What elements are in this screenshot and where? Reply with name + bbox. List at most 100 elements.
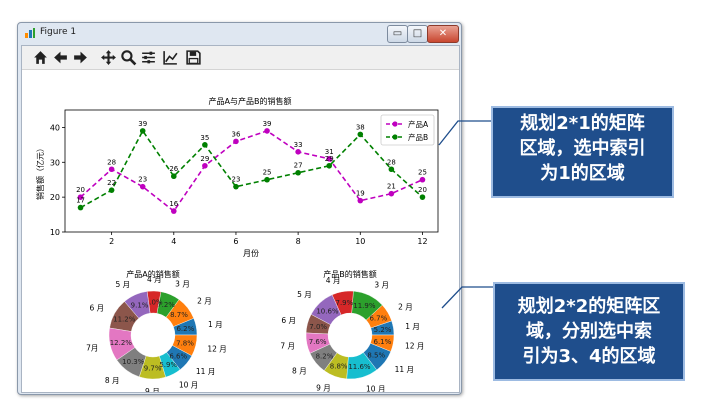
- data-label: 22: [107, 179, 116, 187]
- data-label: 31: [325, 148, 334, 156]
- data-point: [108, 166, 115, 173]
- wedge-percent-label: 10.6%: [316, 307, 339, 315]
- wedge-percent-label: 11.6%: [348, 363, 371, 371]
- wedge-percent-label: 9.1%: [131, 301, 149, 309]
- data-point: [419, 194, 426, 200]
- wedge-month-label: 8 月: [105, 376, 120, 385]
- zoom-icon[interactable]: [120, 49, 137, 66]
- series-line-a: [80, 130, 423, 213]
- wedge-percent-label: 10.3%: [122, 358, 145, 366]
- data-label: 20: [418, 186, 427, 194]
- wedge-month-label: 5 月: [116, 280, 131, 289]
- data-label: 29: [200, 155, 209, 163]
- wedge-month-label: 1 月: [208, 320, 223, 329]
- y-axis-label: 销售额（亿元）: [35, 144, 45, 200]
- wedge-month-label: 5 月: [297, 290, 312, 299]
- callout-top-line-1: 规划2*1的矩阵: [520, 113, 645, 134]
- wedge-percent-label: 7.8%: [176, 340, 194, 348]
- wedge-month-label: 6 月: [90, 304, 105, 313]
- wedge-month-label: 2 月: [398, 302, 413, 311]
- data-label: 23: [231, 176, 240, 184]
- data-label: 21: [387, 183, 396, 191]
- donut-chart-a: 6.2% 1 月 8.7% 2 月 7.2% 3 月 5.0% 4 月 9.1% 5 月 11.2%…: [86, 275, 227, 392]
- back-arrow-icon[interactable]: [52, 49, 69, 66]
- title-bar[interactable]: Figure 1 ▭ □ ✕: [18, 23, 461, 45]
- donut-chart-b: 5.2% 1 月 6.7% 2 月 11.9% 3 月 7.9% 4 月 10.6% 5 月 7.0…: [280, 276, 424, 392]
- x-axis-label: 月份: [243, 248, 259, 258]
- data-label: 19: [356, 190, 365, 198]
- wedge-percent-label: 6.7%: [369, 315, 387, 323]
- wedge-month-label: 11 月: [395, 365, 414, 374]
- data-point: [295, 169, 301, 176]
- edit-axis-icon[interactable]: [162, 49, 179, 66]
- legend-label-b: 产品B: [408, 132, 428, 142]
- legend-label-a: 产品A: [408, 119, 429, 129]
- callout-bottom-line-1: 规划2*2的矩阵区: [517, 296, 661, 317]
- x-tick-label: 12: [417, 237, 427, 246]
- wedge-percent-label: 8.7%: [170, 311, 188, 319]
- wedge-month-label: 6 月: [281, 316, 296, 325]
- wedge-percent-label: 8.2%: [316, 352, 334, 360]
- wedge-month-label: 3 月: [374, 281, 389, 290]
- x-tick-label: 10: [355, 237, 365, 246]
- legend-marker-b: [392, 134, 398, 140]
- callout-bottom-line-2: 域，分别选中索: [526, 321, 652, 342]
- data-label: 38: [356, 123, 365, 131]
- wedge-month-label: 9 月: [316, 384, 331, 392]
- wedge-month-label: 7月: [86, 343, 98, 352]
- data-point: [77, 204, 84, 211]
- line-chart-title: 产品A与产品B的销售额: [209, 96, 292, 106]
- pan-icon[interactable]: [100, 49, 117, 66]
- wedge-percent-label: 5.0%: [145, 299, 163, 307]
- data-label: 26: [169, 165, 178, 173]
- close-button[interactable]: ✕: [427, 25, 459, 43]
- wedge-month-label: 1 月: [405, 322, 420, 331]
- callout-connector-top: [438, 120, 491, 146]
- line-series-group: 20 28 23 16 29 36 39 33 31 19 21 25 17 22 39 26 35 23 25 27…: [76, 120, 427, 214]
- data-label: 28: [107, 158, 116, 166]
- wedge-percent-label: 6.1%: [373, 338, 391, 346]
- forward-arrow-icon[interactable]: [72, 49, 89, 66]
- data-label: 25: [418, 169, 427, 177]
- y-tick-label: 10: [50, 228, 60, 237]
- data-label: 35: [200, 134, 209, 142]
- x-tick-label: 6: [233, 237, 238, 246]
- data-label: 36: [231, 130, 240, 138]
- donut-wedge: [172, 334, 198, 357]
- wedge-month-label: 4 月: [147, 275, 162, 284]
- legend: 产品A 产品B: [380, 114, 435, 146]
- callout-bottom-line-3: 引为3、4的区域: [522, 346, 656, 367]
- y-tick-label: 30: [50, 158, 60, 167]
- x-tick-label: 4: [171, 237, 176, 246]
- callout-top-line-2: 区域，选中索引: [519, 138, 646, 159]
- data-point: [419, 176, 426, 183]
- data-point: [357, 197, 364, 204]
- pie-b-title: 产品B的销售额: [323, 269, 377, 279]
- callout-top: 规划2*1的矩阵 区域，选中索引 为1的区域: [491, 106, 674, 198]
- data-label: 17: [76, 197, 85, 205]
- data-label: 28: [387, 158, 396, 166]
- data-point: [264, 176, 270, 183]
- home-icon[interactable]: [32, 49, 49, 66]
- data-point: [170, 208, 177, 214]
- data-point: [139, 128, 146, 134]
- wedge-percent-label: 9.7%: [144, 364, 162, 372]
- data-point: [357, 131, 364, 138]
- save-icon[interactable]: [185, 49, 202, 66]
- pie-a-title: 产品A的销售额: [126, 269, 179, 279]
- wedge-percent-label: 7.6%: [309, 338, 327, 346]
- x-tick-label: 8: [296, 237, 301, 246]
- wedge-month-label: 2 月: [197, 297, 212, 306]
- callout-connector-bottom: [441, 286, 493, 309]
- wedge-month-label: 10 月: [366, 385, 385, 392]
- y-ticks: 10 20 30 40: [50, 123, 65, 237]
- wedge-percent-label: 5.9%: [159, 361, 177, 369]
- data-point: [388, 190, 395, 197]
- wedge-month-label: 11 月: [196, 367, 215, 376]
- wedge-month-label: 12 月: [207, 345, 226, 354]
- figure-canvas[interactable]: 产品A与产品B的销售额 2 4 6 8 10 12 10 20 30 40 月份 销售额（亿元）…: [22, 70, 459, 392]
- wedge-percent-label: 12.2%: [110, 339, 133, 347]
- configure-subplots-icon[interactable]: [140, 49, 157, 66]
- y-tick-label: 20: [50, 193, 60, 202]
